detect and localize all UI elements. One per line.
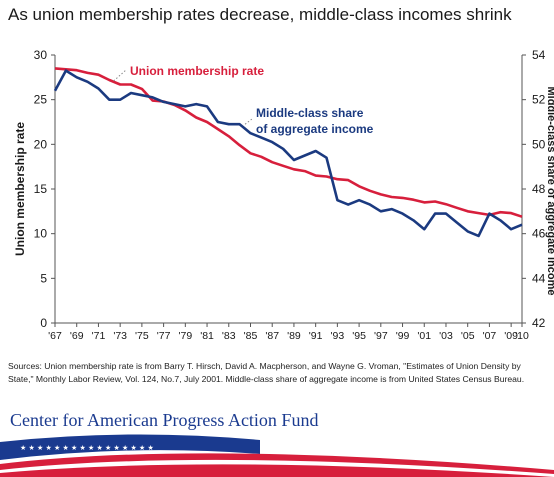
left-tick-label: 30 — [34, 48, 48, 62]
x-tick-label: '87 — [265, 330, 279, 342]
x-tick-label: '05 — [461, 330, 475, 342]
x-tick-label: '10 — [515, 330, 529, 342]
middle-class-series-label: of aggregate income — [256, 122, 374, 136]
x-tick-label: '67 — [48, 330, 62, 342]
x-tick-label: '09 — [504, 330, 518, 342]
left-tick-label: 15 — [34, 182, 48, 196]
x-tick-label: '07 — [483, 330, 497, 342]
flag-banner: ★ ★ ★ ★ ★ ★ ★ ★ ★ ★ ★ ★ ★ ★ ★ ★ — [0, 434, 554, 477]
middle-class-series-label: Middle-class share — [256, 106, 364, 120]
flag-red-stripe — [0, 464, 554, 477]
source-note: Sources: Union membership rate is from B… — [8, 361, 525, 384]
middle-class-share-line — [53, 69, 523, 238]
x-tick-label: '71 — [92, 330, 106, 342]
x-tick-label: '79 — [178, 330, 192, 342]
organization-logo: Center for American Progress Action Fund — [10, 410, 319, 430]
union-rate-line — [54, 67, 523, 218]
flag-red-stripe — [0, 453, 554, 474]
left-tick-label: 20 — [34, 137, 48, 151]
left-tick-label: 10 — [34, 227, 48, 241]
x-tick-label: '77 — [157, 330, 171, 342]
right-tick-label: 50 — [532, 137, 546, 151]
right-tick-label: 52 — [532, 93, 546, 107]
line-chart: 0 5 10 15 20 25 30 42 44 46 48 50 52 54 '67 '69 '71 '73 '7… — [13, 48, 554, 342]
right-tick-label: 48 — [532, 182, 546, 196]
x-tick-label: '99 — [396, 330, 410, 342]
x-tick-label: '93 — [331, 330, 345, 342]
left-tick-label: 0 — [40, 316, 47, 330]
x-tick-label: '97 — [374, 330, 388, 342]
x-tick-label: '73 — [113, 330, 127, 342]
x-tick-label: '03 — [439, 330, 453, 342]
x-tick-label: '81 — [200, 330, 214, 342]
union-annotation-leader — [113, 69, 127, 82]
left-tick-label: 5 — [40, 271, 47, 285]
left-tick-label: 25 — [34, 93, 48, 107]
x-tick-label: '75 — [135, 330, 149, 342]
right-tick-label: 46 — [532, 227, 546, 241]
right-tick-label: 54 — [532, 48, 546, 62]
chart-title: As union membership rates decrease, midd… — [8, 5, 512, 24]
union-series-label: Union membership rate — [130, 64, 264, 78]
x-tick-label: '01 — [417, 330, 431, 342]
flag-star: ★ ★ ★ ★ ★ ★ ★ ★ ★ ★ ★ ★ ★ ★ ★ ★ — [20, 444, 154, 452]
middle-class-annotation-leader — [244, 118, 253, 125]
right-tick-label: 42 — [532, 316, 546, 330]
left-axis-title: Union membership rate — [13, 122, 27, 256]
x-tick-label: '95 — [352, 330, 366, 342]
x-tick-label: '83 — [222, 330, 236, 342]
x-tick-label: '69 — [70, 330, 84, 342]
right-axis-title: Middle-class share of aggregate income — [545, 86, 554, 295]
x-tick-label: '85 — [244, 330, 258, 342]
x-tick-label: '91 — [309, 330, 323, 342]
right-tick-label: 44 — [532, 271, 546, 285]
x-tick-label: '89 — [287, 330, 301, 342]
flag-blue-field — [0, 434, 260, 460]
